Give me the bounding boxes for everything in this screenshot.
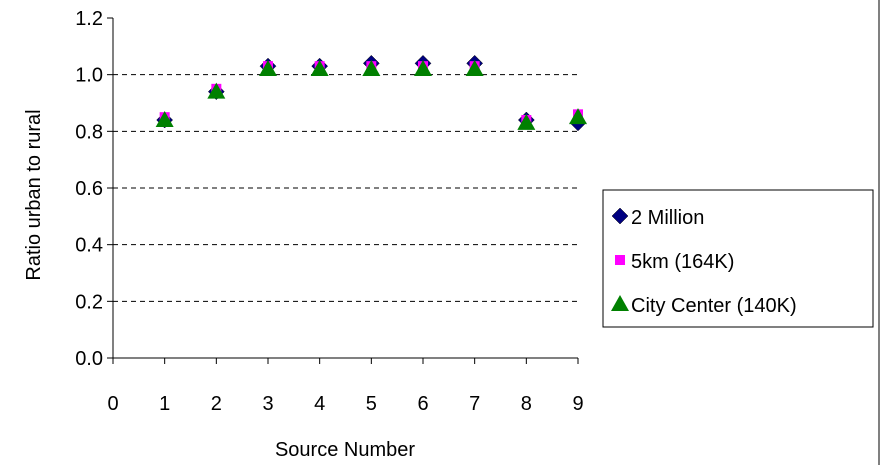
- x-tick-label: 1: [159, 393, 170, 415]
- y-tick-label: 1.2: [75, 8, 103, 30]
- legend: 2 Million 5km (164K) City Center (140K): [602, 189, 874, 328]
- legend-markers: [611, 207, 629, 311]
- gridlines: [113, 74, 578, 302]
- data-point-triangle: [517, 113, 536, 130]
- data-point-triangle: [465, 60, 484, 76]
- data-points: [155, 54, 587, 132]
- x-tick-label: 0: [107, 393, 118, 415]
- legend-label-2-million: 2 Million: [631, 207, 704, 229]
- x-tick-label: 9: [572, 393, 583, 415]
- legend-box: [602, 189, 874, 328]
- x-tick-label: 3: [262, 393, 273, 415]
- x-axis-title: Source Number: [275, 439, 415, 461]
- legend-marker-triangle: [611, 295, 629, 311]
- x-tick-label: 6: [417, 393, 428, 415]
- x-tick-label: 2: [211, 393, 222, 415]
- data-point-triangle: [155, 111, 174, 127]
- data-point-triangle: [362, 60, 381, 76]
- y-tick-label: 0.2: [75, 291, 103, 313]
- legend-marker-diamond: [611, 207, 629, 225]
- legend-label-5km: 5km (164K): [631, 251, 734, 273]
- x-tick-label: 4: [314, 393, 325, 415]
- x-tick-labels: 0 1 2 3 4 5 6 7 8 9: [107, 393, 583, 415]
- y-tick-label: 0.6: [75, 178, 103, 200]
- x-tick-label: 5: [366, 393, 377, 415]
- x-tick-label: 7: [469, 393, 480, 415]
- y-tick-labels: 0.0 0.2 0.4 0.6 0.8 1.0 1.2: [75, 8, 103, 370]
- y-tick-label: 0.8: [75, 121, 103, 143]
- y-axis-title: Ratio urban to rural: [23, 109, 45, 280]
- y-tick-label: 1.0: [75, 65, 103, 87]
- legend-label-city-center: City Center (140K): [631, 295, 797, 317]
- data-point-triangle: [414, 60, 432, 76]
- data-point-triangle: [569, 108, 587, 125]
- data-point-triangle: [259, 60, 277, 76]
- legend-marker-square: [615, 255, 625, 265]
- y-tick-label: 0.4: [75, 235, 103, 257]
- data-point-triangle: [207, 82, 226, 99]
- y-tick-label: 0.0: [75, 348, 103, 370]
- data-point-triangle: [310, 60, 329, 76]
- axis-ticks: [107, 17, 579, 364]
- x-tick-label: 8: [521, 393, 532, 415]
